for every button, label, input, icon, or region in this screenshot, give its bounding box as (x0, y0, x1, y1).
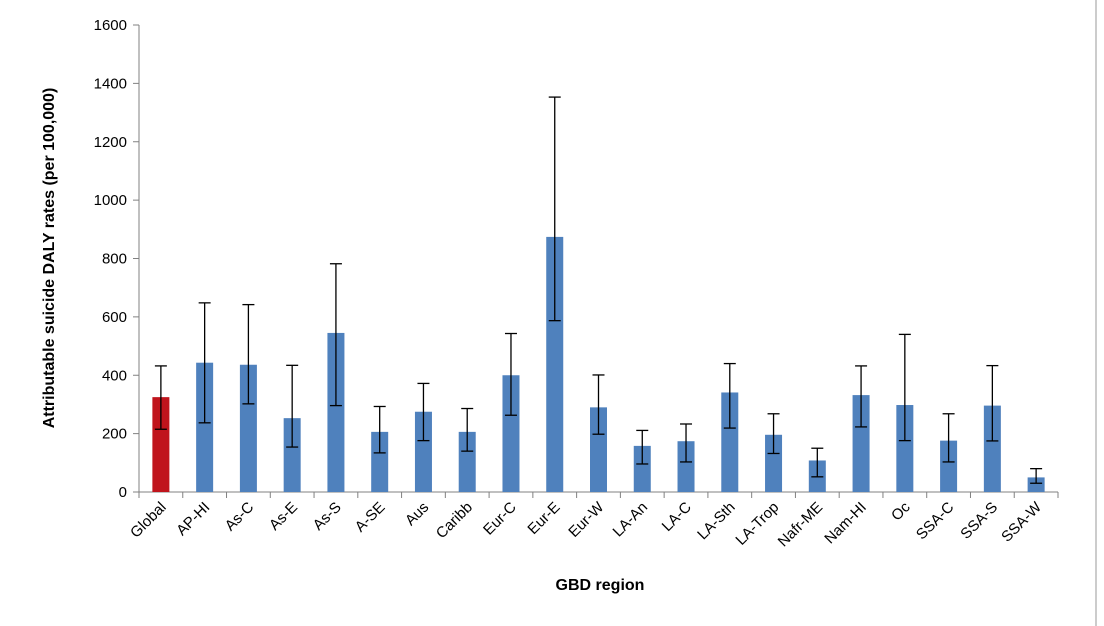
x-tick-label: Nafr-ME (775, 499, 827, 551)
error-bar (811, 447, 824, 478)
x-tick-label: SSA-C (913, 499, 958, 544)
bar-eur-c (502, 375, 520, 492)
error-bar (855, 365, 868, 428)
error-bar (636, 429, 649, 465)
y-tick-label: 0 (119, 484, 127, 501)
error-bar (329, 263, 342, 407)
y-tick-label: 1200 (94, 134, 127, 151)
bar-as-e (283, 418, 301, 492)
error-bar (767, 413, 780, 455)
error-bar (986, 364, 999, 442)
bar-nam-hi (852, 395, 870, 492)
error-bar (242, 303, 255, 405)
x-tick-label: Oc (888, 498, 914, 524)
x-tick-label: As-S (310, 499, 345, 534)
error-bar (286, 364, 299, 448)
bar-as-c (239, 364, 257, 492)
error-bar (373, 405, 386, 454)
error-bar (723, 362, 736, 429)
bar-la-an (633, 445, 651, 492)
chart-bars (152, 236, 1045, 492)
bar-la-trop (765, 434, 783, 492)
x-tick-label: Eur-W (565, 498, 608, 541)
bar-eur-e (546, 236, 564, 492)
chart-error-bars (154, 96, 1043, 484)
x-tick-label: LA-C (659, 499, 695, 535)
error-bar (898, 333, 911, 442)
y-tick-label: 200 (102, 426, 127, 443)
y-tick-label: 1400 (94, 75, 127, 92)
bar-ssa-s (983, 405, 1001, 492)
x-tick-label: Nam-HI (821, 499, 870, 548)
y-tick-label: 600 (102, 309, 127, 326)
error-bar (198, 302, 211, 424)
x-tick-label: As-E (266, 499, 301, 534)
error-bar (592, 374, 605, 435)
bar-la-c (677, 441, 695, 492)
y-tick-label: 400 (102, 367, 127, 384)
error-bar (548, 96, 561, 322)
x-tick-label: LA-An (610, 499, 652, 541)
y-tick-label: 800 (102, 251, 127, 268)
y-tick-label: 1600 (94, 17, 127, 34)
x-tick-label: Eur-C (480, 499, 520, 539)
bar-ssa-w (1027, 477, 1045, 492)
x-tick-label: SSA-S (957, 499, 1001, 543)
y-tick-label: 1000 (94, 192, 127, 209)
bar-caribb (458, 431, 476, 492)
bar-ssa-c (940, 440, 958, 492)
bar-aus (414, 411, 432, 492)
error-bar (461, 407, 474, 452)
bar-oc (896, 405, 914, 492)
bar-global (152, 397, 170, 492)
x-tick-label: Global (127, 499, 170, 542)
bar-la-sth (721, 392, 739, 492)
error-bar (942, 413, 955, 463)
x-tick-label: LA-Trop (732, 499, 782, 549)
x-tick-labels: Global AP-HI As-C As-E As-S A-SE Aus Caribb Eur-… (127, 498, 1046, 550)
x-tick-label: AP-HI (173, 499, 213, 539)
error-bar (154, 365, 167, 430)
bar-as-s (327, 332, 345, 492)
error-bar (417, 382, 430, 442)
x-tick-label: As-C (222, 499, 258, 535)
y-axis-title: Attributable suicide DALY rates (per 100… (41, 88, 58, 429)
bar-a-se (371, 431, 389, 492)
y-tick-labels: 0 200 400 600 800 1000 1200 1400 1600 (94, 17, 127, 501)
x-axis-title: GBD region (556, 577, 645, 594)
error-bar (680, 423, 693, 463)
bar-eur-w (590, 407, 607, 492)
x-tick-label: Caribb (433, 499, 476, 542)
x-tick-label: A-SE (352, 499, 389, 536)
x-tick-label: Aus (402, 499, 432, 529)
error-bar (504, 332, 517, 416)
x-tick-label: SSA-W (998, 498, 1045, 545)
error-bar (1030, 467, 1043, 484)
bar-ap-hi (196, 362, 214, 492)
x-tick-label: Eur-E (524, 499, 563, 538)
